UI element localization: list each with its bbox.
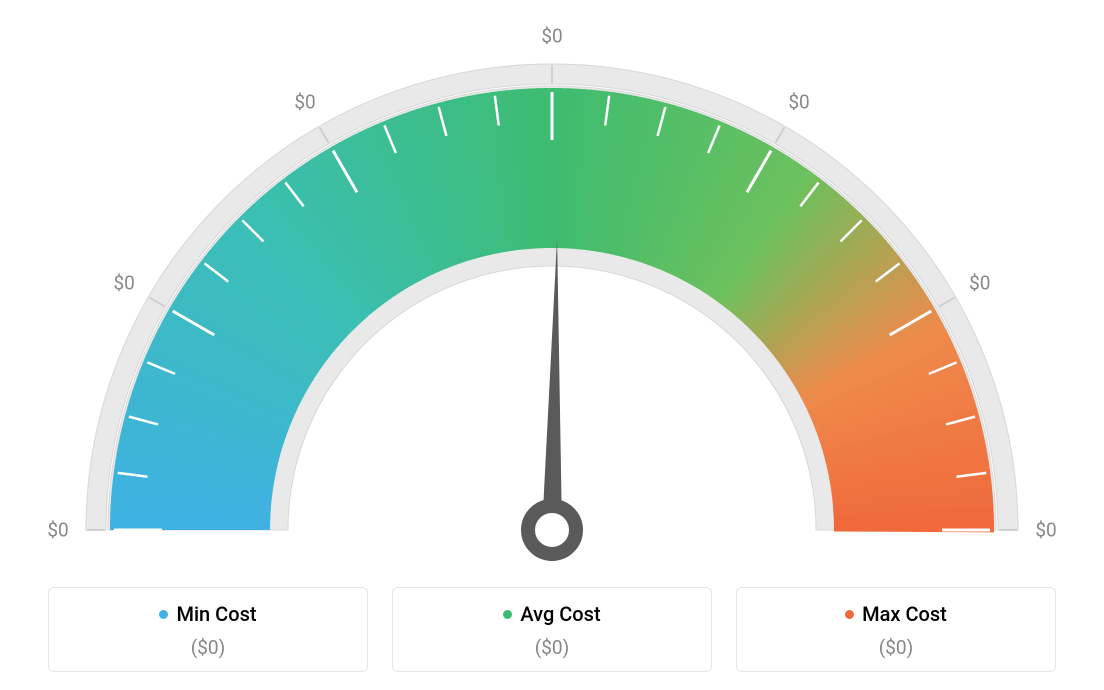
legend-title-min: Min Cost — [159, 602, 256, 626]
gauge-tick-label: $0 — [788, 91, 809, 114]
legend-title-avg: Avg Cost — [503, 602, 600, 626]
legend-dot-avg — [503, 610, 512, 619]
legend-value-max: ($0) — [755, 636, 1037, 659]
gauge-tick-label: $0 — [1035, 519, 1056, 542]
legend-value-avg: ($0) — [411, 636, 693, 659]
legend-dot-max — [845, 610, 854, 619]
legend-row: Min Cost ($0) Avg Cost ($0) Max Cost ($0… — [48, 587, 1056, 672]
legend-label-min: Min Cost — [176, 602, 256, 626]
gauge-tick-label: $0 — [294, 91, 315, 114]
legend-value-min: ($0) — [67, 636, 349, 659]
gauge-svg — [52, 10, 1052, 570]
gauge-tick-label: $0 — [969, 272, 990, 295]
legend-dot-min — [159, 610, 168, 619]
gauge: $0$0$0$0$0$0$0 — [52, 10, 1052, 570]
gauge-tick-label: $0 — [113, 272, 134, 295]
legend-label-max: Max Cost — [862, 602, 947, 626]
gauge-tick-label: $0 — [47, 519, 68, 542]
legend-card-min: Min Cost ($0) — [48, 587, 368, 672]
legend-card-avg: Avg Cost ($0) — [392, 587, 712, 672]
legend-label-avg: Avg Cost — [520, 602, 600, 626]
legend-title-max: Max Cost — [845, 602, 947, 626]
legend-card-max: Max Cost ($0) — [736, 587, 1056, 672]
gauge-tick-label: $0 — [541, 25, 562, 48]
gauge-chart-container: $0 $0 $0 $0 $0 $0 $0 Min Cost ($0) Avg Cost ($… — [0, 0, 1104, 690]
